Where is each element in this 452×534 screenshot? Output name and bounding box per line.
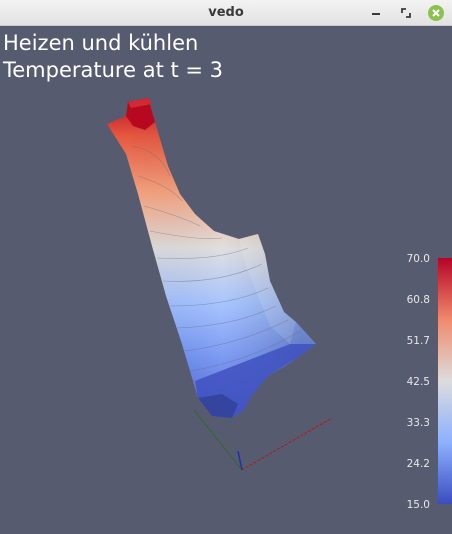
colorbar-tick-label: 24.2 [407,458,430,470]
window-title: vedo [208,5,244,20]
temperature-surface [107,98,316,418]
colorbar-tick-label: 70.0 [407,253,430,265]
scene-title: Heizen und kühlen [3,31,199,55]
colorbar-gradient [438,258,452,504]
colorbar-tick-label: 42.5 [407,376,430,388]
maximize-icon[interactable] [397,4,415,22]
render-viewport[interactable]: 70.0 60.8 51.7 42.5 33.3 24.2 15.0 Heizen und … [0,26,452,534]
close-icon[interactable] [427,4,445,22]
scene-subtitle: Temperature at t = 3 [3,58,224,82]
y-axis [193,409,243,471]
colorbar-labels: 70.0 60.8 51.7 42.5 33.3 24.2 15.0 [407,253,430,511]
colorbar-tick-label: 15.0 [407,499,430,511]
colorbar-tick-label: 51.7 [407,335,430,347]
scene-canvas[interactable]: 70.0 60.8 51.7 42.5 33.3 24.2 15.0 [0,26,452,534]
x-axis [241,417,333,471]
axes-gizmo [193,409,333,471]
colorbar-tick-label: 60.8 [407,294,430,306]
colorbar: 70.0 60.8 51.7 42.5 33.3 24.2 15.0 [407,253,452,511]
colorbar-tick-label: 33.3 [407,417,430,429]
minimize-icon[interactable] [367,4,385,22]
z-axis [237,450,243,471]
title-bar[interactable]: vedo [0,0,452,26]
